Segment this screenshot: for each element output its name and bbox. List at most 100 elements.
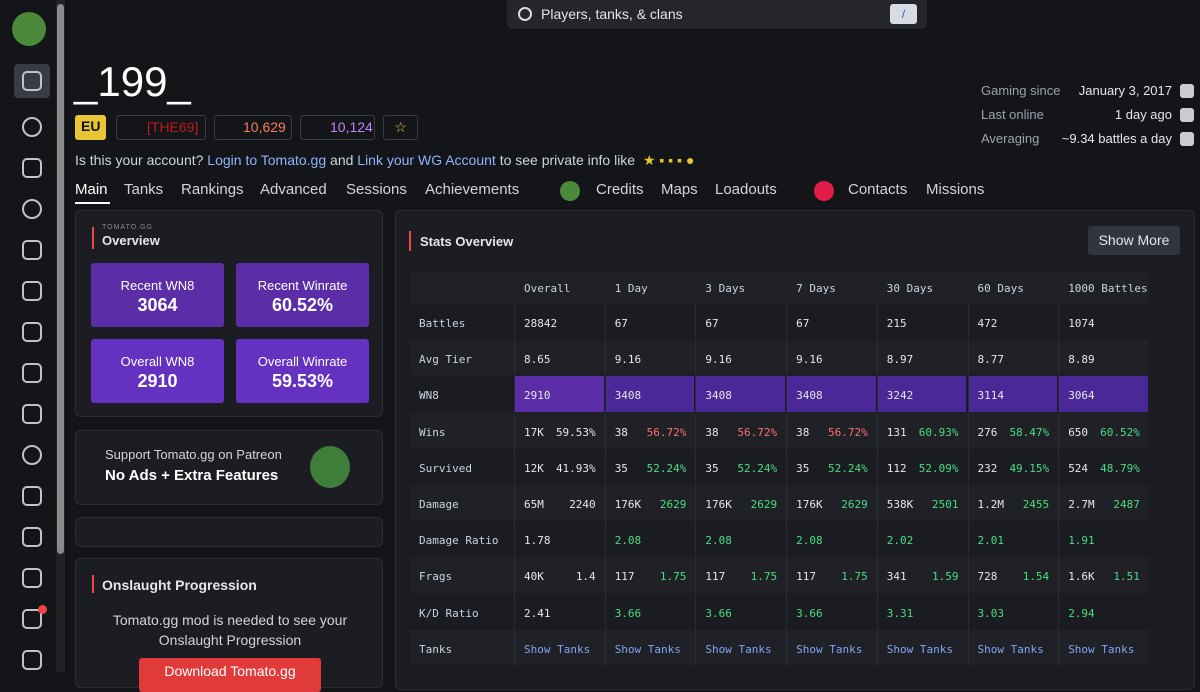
cell-detail: 56.72% [737,425,778,439]
stats-card: Stats Overview Show More Overall 1 Day 3 D… [395,210,1195,690]
icon[interactable] [22,445,42,465]
favorite-button[interactable]: ☆ [383,115,418,140]
stat-cell: 524 48.79% [1058,448,1148,484]
cell-value: 117 [705,570,726,584]
cell-value[interactable]: Show Tanks [524,642,591,656]
info-value: 1 day ago [1114,107,1172,122]
column-header[interactable]: 7 Days [796,282,836,295]
icon[interactable] [22,281,42,301]
stat-cell: 176K 2629 [604,485,695,521]
onslaught-text: Tomato.gg mod is needed to see your Onsl… [112,612,348,648]
column-header[interactable]: 1 Day [614,282,648,295]
column-header[interactable]: Overall [524,282,571,295]
icon[interactable] [22,199,42,219]
scroll-thumb[interactable] [57,4,64,554]
nav-tab[interactable]: Achievements [425,181,520,198]
cell-detail: 1.75 [841,570,868,584]
account-notice: Is this your account? Login to Tomato.gg… [75,152,694,169]
column-header[interactable]: 30 Days [886,282,934,295]
download-button[interactable]: Download Tomato.gg [139,658,321,692]
icon[interactable] [22,363,42,383]
login-link[interactable]: Login to Tomato.gg [207,152,327,168]
nav-tab[interactable]: Contacts [848,181,908,198]
cell-value: 8.77 [977,353,1005,367]
tile-label: Overall Winrate [257,354,348,369]
cell-value: 117 [796,570,816,584]
icon[interactable] [22,240,42,260]
nav-tab[interactable]: Missions [926,181,985,198]
cell-value: 728 [977,570,998,584]
icon[interactable] [22,71,42,91]
cell-value: 2910 [524,389,551,403]
icon[interactable] [22,486,42,506]
notice-text: and [330,152,354,168]
tile-value: 60.52% [271,295,334,315]
search-box[interactable]: Players, tanks, & clans / [507,0,927,29]
tile-label: Recent Winrate [257,278,348,293]
cell-value[interactable]: Show Tanks [1068,642,1135,656]
icon[interactable] [22,527,42,547]
stat-cell: 650 60.52% [1058,412,1148,448]
cell-value[interactable]: Show Tanks [796,642,863,656]
stat-cell: Show Tanks [514,629,604,665]
cell-value[interactable]: Show Tanks [614,642,681,656]
rating-badge: 10,124 [300,115,375,140]
icon[interactable] [22,158,42,178]
accent-bar [92,227,94,249]
nav-tab[interactable]: Credits [596,181,644,198]
icon[interactable] [22,322,42,342]
stat-cell: 276 58.47% [967,412,1058,448]
info-value: January 3, 2017 [1078,83,1172,98]
search-shortcut: / [890,4,917,24]
logo [12,12,46,46]
column-header[interactable]: 60 Days [977,282,1024,295]
column-header[interactable]: 1000 Battles [1068,282,1148,295]
cell-value: 8.97 [886,353,914,367]
show-more-button[interactable]: Show More [1088,226,1180,255]
cell-value: 8.89 [1068,353,1095,367]
nav-tab[interactable]: Loadouts [715,181,777,198]
cell-value[interactable]: Show Tanks [977,642,1044,656]
cell-value: 8.65 [524,353,551,367]
nav-tab[interactable]: Maps [661,181,698,198]
cell-value: 28842 [524,317,558,330]
stat-cell: 38 56.72% [786,412,876,448]
cell-value: 538K [886,498,914,511]
cell-value: 176K [614,498,642,511]
cell-value: 3.66 [796,606,823,620]
cell-value: 3064 [1068,389,1095,403]
row-bg [410,412,1149,448]
cell-value: 276 [977,425,998,439]
cell-value: 3.66 [705,606,732,620]
clan-badge[interactable]: [THE69] [116,115,206,140]
column-header[interactable]: 3 Days [705,282,746,295]
nav-tab[interactable]: Advanced [260,181,327,198]
nav-tab[interactable]: Main [75,181,108,198]
rating-value: 10,124 [330,119,373,135]
nav-tab[interactable]: Sessions [346,181,407,198]
cell-value: 1.2M [977,498,1005,511]
patreon-card[interactable]: Support Tomato.gg on Patreon No Ads + Ex… [75,430,383,505]
nav-tab[interactable]: Rankings [181,181,244,198]
cell-value: 35 [614,461,628,475]
cell-detail: 2487 [1113,498,1140,511]
cell-value[interactable]: Show Tanks [705,642,772,656]
icon[interactable] [22,650,42,670]
icon[interactable] [22,404,42,424]
accent-bar [92,575,94,593]
nav-tab[interactable]: Tanks [124,181,164,198]
nav-underline [75,202,110,204]
icon[interactable] [22,117,42,137]
onslaught-card: Onslaught Progression Tomato.gg mod is n… [75,558,383,692]
stat-cell: 8.89 [1058,340,1148,376]
link-account[interactable]: Link your WG Account [357,152,496,168]
icon[interactable] [22,609,42,629]
cell-value[interactable]: Show Tanks [886,642,954,656]
stat-cell: 35 52.24% [786,448,876,484]
icon[interactable] [22,568,42,588]
cell-detail: 56.72% [646,425,687,439]
overview-card: TOMATO.GG Overview Recent WN8 3064 Recent… [75,210,383,417]
cell-value: 131 [886,425,907,439]
row-bg [410,521,1149,557]
row-bg [410,593,1149,629]
